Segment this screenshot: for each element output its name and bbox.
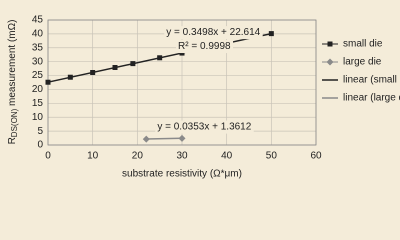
marker xyxy=(130,61,136,67)
marker xyxy=(179,50,185,56)
y-tick-label: 35 xyxy=(32,42,44,53)
annotation-bg xyxy=(164,26,263,40)
legend-marker xyxy=(327,41,333,47)
annotation-bg xyxy=(176,40,234,54)
legend-marker xyxy=(326,58,334,66)
annotation: y = 0.3498x + 22.614 xyxy=(166,27,260,38)
x-tick-label: 30 xyxy=(176,151,188,162)
y-tick-label: 30 xyxy=(32,56,44,67)
marker xyxy=(268,31,274,37)
marker xyxy=(178,134,186,142)
marker xyxy=(90,70,96,75)
annotation: y = 0.0353x + 1.3612 xyxy=(157,122,251,133)
x-tick-label: 0 xyxy=(45,151,51,162)
legend-label: small die xyxy=(343,39,383,50)
legend-label: large die xyxy=(343,57,382,68)
y-tick-label: 20 xyxy=(32,84,44,95)
trend-line xyxy=(146,137,183,140)
x-tick-label: 10 xyxy=(87,151,99,162)
y-label-rest: measurement (mΩ) xyxy=(7,20,18,109)
x-tick-label: 40 xyxy=(221,151,233,162)
marker xyxy=(45,79,51,85)
y-label-sub: DS(ON) xyxy=(10,108,19,137)
page: {"chart_data": {"type": "scatter", "x_la… xyxy=(6,14,400,180)
marker xyxy=(112,65,118,70)
marker xyxy=(157,55,163,61)
chart: RDS(ON) measurement (mΩ) substrate resis… xyxy=(6,14,400,180)
y-tick-label: 15 xyxy=(32,98,44,109)
y-tick-label: 45 xyxy=(32,15,44,26)
x-tick-label: 50 xyxy=(266,151,278,162)
x-axis-label: substrate resistivity (Ω*μm) xyxy=(122,169,242,180)
annotation-bg xyxy=(155,120,254,134)
x-tick-label: 20 xyxy=(132,151,144,162)
y-tick-label: 0 xyxy=(37,140,43,151)
y-tick-label: 40 xyxy=(32,29,44,40)
y-label-main: R xyxy=(7,137,18,144)
y-tick-label: 25 xyxy=(32,70,44,81)
y-axis-label: RDS(ON) measurement (mΩ) xyxy=(7,20,19,145)
annotation: R² = 0.9998 xyxy=(178,41,231,52)
x-tick-label: 60 xyxy=(310,151,322,162)
legend-label: linear (small die) xyxy=(343,75,400,86)
marker xyxy=(67,74,73,80)
legend-label: linear (large die) xyxy=(343,93,400,104)
y-tick-label: 10 xyxy=(32,112,44,123)
y-tick-label: 5 xyxy=(37,126,43,137)
marker xyxy=(142,135,150,143)
